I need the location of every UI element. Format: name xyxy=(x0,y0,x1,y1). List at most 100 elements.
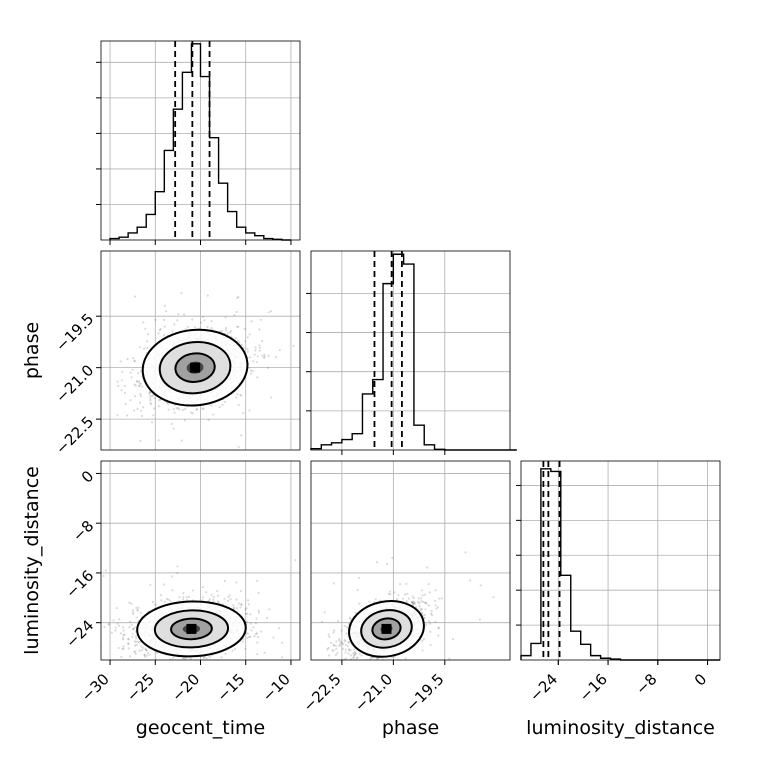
scatter-point xyxy=(376,561,379,564)
scatter-point xyxy=(133,360,137,363)
scatter-point xyxy=(107,623,110,626)
scatter-point xyxy=(142,406,145,409)
scatter-point xyxy=(131,628,135,631)
y-tick-label: −22.5 xyxy=(52,413,97,458)
scatter-point xyxy=(140,645,143,648)
scatter-point xyxy=(226,599,230,603)
scatter-point xyxy=(114,626,118,629)
scatter-point xyxy=(139,439,142,443)
scatter-point xyxy=(217,594,220,597)
scatter-point xyxy=(248,635,251,639)
scatter-point xyxy=(129,399,132,402)
scatter-point xyxy=(342,643,345,646)
scatter-point xyxy=(122,638,125,641)
scatter-point xyxy=(434,604,437,607)
x-axis-label: phase xyxy=(382,717,439,739)
scatter-point xyxy=(244,647,247,650)
scatter-point xyxy=(257,636,260,639)
scatter-point xyxy=(412,596,415,600)
scatter-point xyxy=(116,414,119,417)
scatter-point xyxy=(166,598,169,601)
scatter-point xyxy=(260,630,263,633)
scatter-point xyxy=(352,652,355,655)
scatter-point xyxy=(344,651,347,654)
scatter-point xyxy=(171,589,174,592)
scatter-point xyxy=(180,669,182,671)
x-axis-label: geocent_time xyxy=(136,717,265,739)
scatter-point xyxy=(152,414,155,417)
scatter-point xyxy=(158,328,161,332)
scatter-point xyxy=(387,592,390,595)
scatter-point xyxy=(237,325,240,328)
scatter-point xyxy=(167,402,170,406)
y-axis-label: luminosity_distance xyxy=(21,466,43,655)
scatter-point xyxy=(235,310,238,314)
scatter-point xyxy=(182,592,185,595)
scatter-point xyxy=(120,655,123,659)
scatter-point xyxy=(335,662,337,664)
scatter-point xyxy=(258,349,261,352)
scatter-point xyxy=(238,664,240,666)
x-tick-label: −21.0 xyxy=(351,670,396,715)
scatter-point xyxy=(348,616,351,619)
scatter-point xyxy=(172,408,175,411)
histogram-panel-phase xyxy=(306,250,517,455)
scatter-point xyxy=(344,643,347,646)
scatter-point xyxy=(152,667,154,669)
scatter-point xyxy=(173,665,175,667)
scatter-point xyxy=(285,651,287,653)
scatter-point xyxy=(374,671,376,673)
scatter-point xyxy=(249,635,252,639)
scatter-point xyxy=(184,328,187,331)
scatter-point xyxy=(133,626,136,629)
scatter-point xyxy=(241,640,244,643)
scatter-point xyxy=(413,601,416,604)
scatter-point xyxy=(130,623,133,626)
scatter-point xyxy=(421,639,424,643)
scatter-point xyxy=(256,376,259,379)
scatter-point xyxy=(144,661,146,663)
scatter-point xyxy=(225,329,228,332)
joint-contents xyxy=(285,551,495,673)
scatter-point xyxy=(140,414,143,418)
scatter-point xyxy=(260,702,262,704)
scatter-point xyxy=(143,347,146,350)
scatter-point xyxy=(344,648,347,651)
scatter-point xyxy=(272,636,275,639)
scatter-point xyxy=(117,384,120,388)
scatter-point xyxy=(435,607,438,610)
scatter-point xyxy=(354,650,357,654)
scatter-point xyxy=(134,652,137,656)
scatter-point xyxy=(147,333,150,336)
scatter-point xyxy=(246,632,249,635)
scatter-point xyxy=(349,658,353,660)
scatter-point xyxy=(354,651,357,655)
scatter-point xyxy=(352,656,355,659)
scatter-point xyxy=(236,392,239,395)
scatter-point xyxy=(330,641,333,645)
scatter-point xyxy=(258,344,261,347)
scatter-point xyxy=(133,640,137,643)
scatter-point xyxy=(266,616,269,620)
scatter-point xyxy=(420,589,423,592)
scatter-point xyxy=(440,597,443,600)
scatter-point xyxy=(148,653,151,656)
scatter-point xyxy=(261,354,264,357)
scatter-point xyxy=(353,667,355,669)
scatter-point xyxy=(325,426,327,428)
scatter-point xyxy=(366,668,368,670)
scatter-point xyxy=(119,632,122,635)
scatter-point xyxy=(176,319,179,322)
scatter-point xyxy=(245,620,248,623)
scatter-point xyxy=(184,657,187,660)
scatter-point xyxy=(206,326,209,329)
scatter-point xyxy=(358,661,360,663)
density-peak xyxy=(381,623,392,634)
scatter-point xyxy=(343,658,346,660)
scatter-point xyxy=(240,343,243,346)
scatter-point xyxy=(102,574,105,578)
scatter-point xyxy=(133,295,137,298)
scatter-point xyxy=(350,670,352,672)
scatter-point xyxy=(158,399,161,402)
scatter-point xyxy=(430,612,433,615)
